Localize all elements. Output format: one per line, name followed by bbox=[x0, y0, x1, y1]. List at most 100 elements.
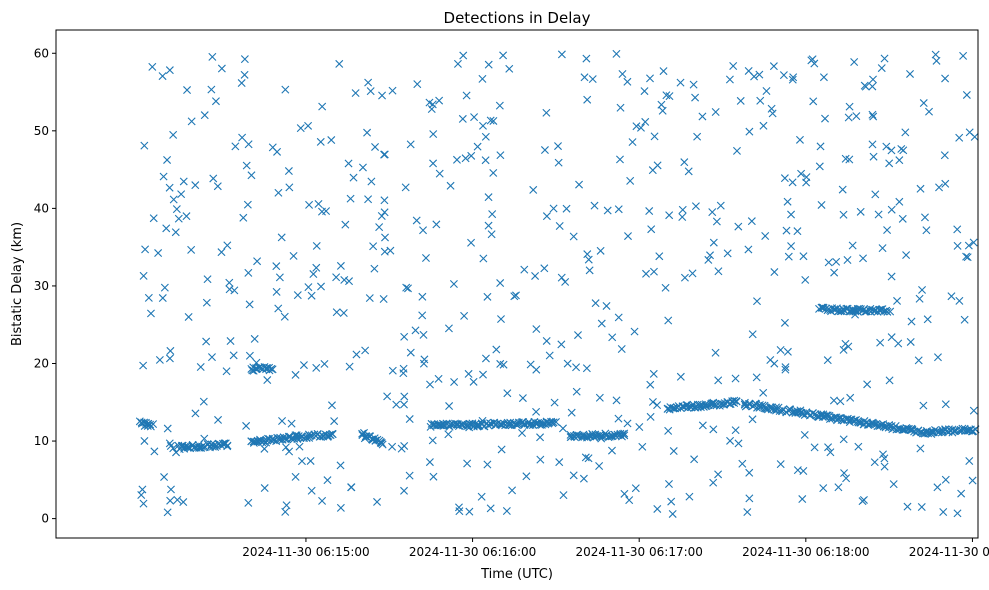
data-point bbox=[788, 178, 797, 187]
data-point bbox=[623, 419, 632, 428]
data-point bbox=[160, 473, 169, 482]
data-point bbox=[513, 421, 521, 430]
data-point bbox=[364, 78, 373, 87]
data-point bbox=[503, 389, 512, 398]
data-point bbox=[779, 71, 788, 80]
data-point bbox=[878, 244, 887, 253]
data-point bbox=[617, 345, 626, 353]
data-point bbox=[223, 442, 232, 451]
data-point bbox=[665, 92, 674, 101]
data-point bbox=[880, 454, 889, 463]
data-point bbox=[163, 155, 172, 164]
data-point bbox=[691, 93, 700, 102]
data-point bbox=[418, 292, 427, 301]
data-point bbox=[893, 296, 902, 305]
data-point bbox=[160, 283, 169, 292]
data-point bbox=[819, 73, 828, 82]
x-axis-label: Time (UTC) bbox=[480, 567, 553, 582]
data-point bbox=[449, 279, 458, 288]
data-point bbox=[200, 111, 209, 120]
data-point bbox=[139, 499, 148, 508]
data-point bbox=[366, 87, 375, 96]
data-point bbox=[207, 440, 216, 449]
data-point bbox=[277, 233, 286, 242]
data-point bbox=[868, 82, 877, 91]
data-point bbox=[510, 292, 519, 301]
data-point bbox=[732, 397, 741, 406]
data-point bbox=[955, 296, 964, 305]
data-point bbox=[725, 75, 734, 84]
data-point bbox=[496, 279, 505, 288]
data-point bbox=[659, 67, 668, 76]
data-point bbox=[378, 91, 387, 100]
data-point bbox=[405, 415, 414, 424]
data-point bbox=[244, 498, 253, 507]
data-point bbox=[915, 294, 924, 303]
data-point bbox=[280, 435, 289, 443]
data-point bbox=[429, 159, 438, 168]
data-point bbox=[612, 396, 621, 405]
data-point bbox=[781, 363, 790, 372]
data-point bbox=[245, 300, 254, 309]
data-point bbox=[173, 495, 182, 504]
data-point bbox=[869, 152, 878, 161]
data-point bbox=[555, 458, 564, 467]
data-point bbox=[242, 421, 251, 430]
data-point bbox=[140, 436, 149, 445]
data-point bbox=[653, 161, 662, 170]
data-point bbox=[745, 468, 754, 477]
y-tick-label: 30 bbox=[34, 279, 49, 293]
data-point bbox=[641, 117, 650, 126]
data-point bbox=[144, 293, 153, 302]
data-point bbox=[499, 360, 508, 369]
data-point bbox=[664, 480, 673, 488]
data-point bbox=[253, 257, 262, 266]
data-point bbox=[898, 214, 907, 223]
data-point bbox=[770, 268, 779, 277]
data-point bbox=[536, 455, 545, 464]
data-point bbox=[486, 116, 495, 125]
data-point bbox=[916, 184, 925, 193]
data-point bbox=[769, 62, 778, 71]
data-point bbox=[478, 74, 487, 83]
data-point bbox=[783, 197, 792, 206]
data-point bbox=[709, 238, 718, 247]
data-point bbox=[158, 294, 167, 303]
data-point bbox=[646, 74, 654, 83]
data-point bbox=[380, 150, 389, 159]
data-point bbox=[425, 458, 434, 467]
data-point bbox=[336, 461, 345, 470]
data-point bbox=[550, 398, 559, 407]
data-point bbox=[305, 432, 314, 441]
data-point bbox=[202, 337, 211, 346]
data-point bbox=[731, 426, 740, 435]
data-point bbox=[832, 257, 841, 266]
data-point bbox=[858, 497, 867, 506]
data-point bbox=[834, 483, 843, 492]
data-point bbox=[935, 183, 944, 192]
data-point bbox=[545, 351, 554, 360]
data-point bbox=[549, 418, 558, 427]
data-point bbox=[163, 424, 172, 433]
data-point bbox=[312, 263, 321, 272]
data-point bbox=[149, 214, 158, 223]
data-point bbox=[879, 422, 888, 431]
data-point bbox=[540, 264, 549, 273]
data-point bbox=[304, 121, 313, 130]
data-point bbox=[840, 469, 849, 478]
data-point bbox=[917, 503, 926, 511]
data-point bbox=[481, 156, 490, 165]
data-point bbox=[680, 158, 689, 167]
data-point bbox=[222, 367, 231, 376]
data-point bbox=[761, 231, 770, 240]
data-point bbox=[285, 183, 294, 192]
data-point bbox=[169, 444, 178, 453]
data-point bbox=[880, 462, 889, 471]
data-point bbox=[165, 439, 174, 448]
data-point bbox=[203, 275, 212, 284]
data-point bbox=[341, 220, 350, 229]
data-point bbox=[653, 504, 662, 513]
data-point bbox=[363, 128, 372, 137]
data-point bbox=[316, 137, 325, 146]
data-point bbox=[740, 400, 749, 409]
